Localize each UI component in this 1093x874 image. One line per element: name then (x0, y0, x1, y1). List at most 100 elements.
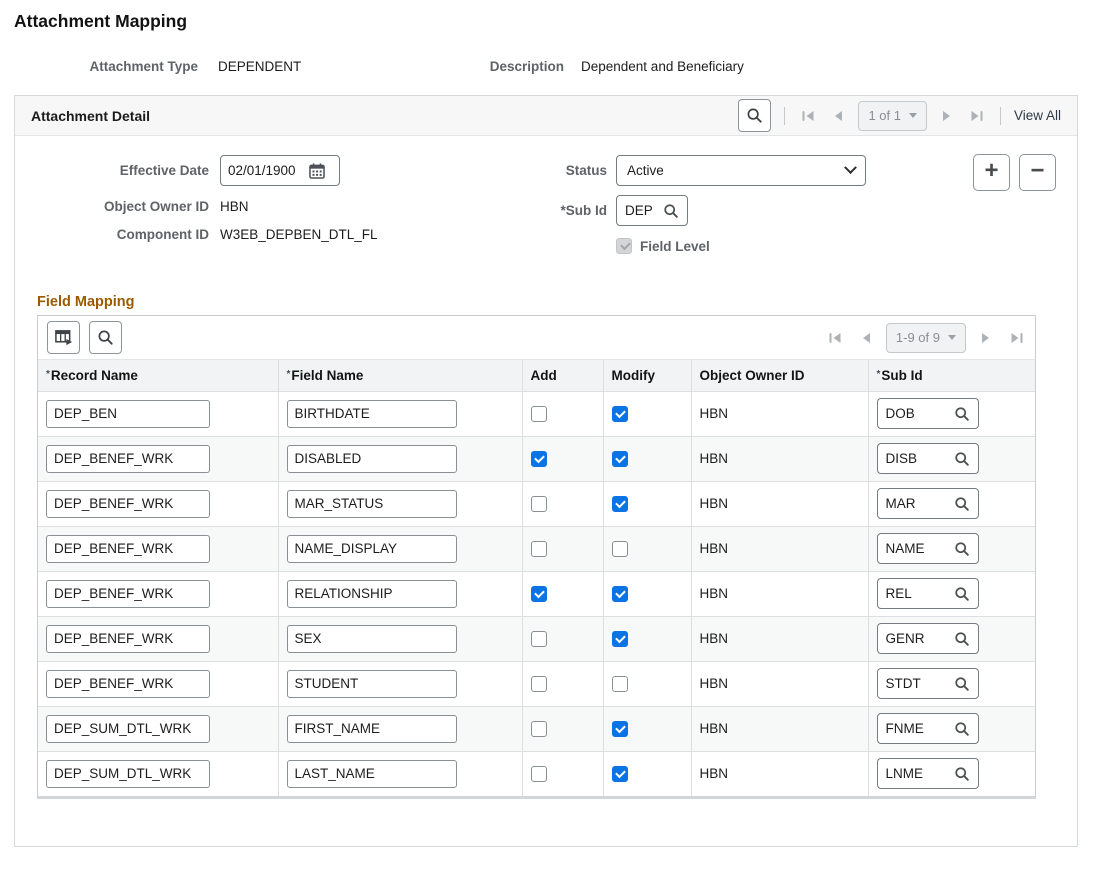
field-name-input[interactable] (286, 399, 457, 428)
table-cell (602, 525, 692, 572)
table-row: HBN REL (38, 570, 1035, 617)
modify-checkbox[interactable] (611, 765, 628, 782)
record-name-input[interactable] (46, 624, 210, 653)
page-selector[interactable]: 1 of 1 (858, 100, 927, 131)
modify-checkbox[interactable] (611, 495, 628, 512)
sub-id-lookup[interactable]: GENR (876, 623, 979, 654)
previous-page-icon[interactable] (828, 106, 848, 126)
sub-id-lookup[interactable]: DISB (876, 443, 979, 474)
delete-row-button[interactable]: − (1019, 154, 1056, 191)
record-name-input[interactable] (46, 489, 210, 518)
search-icon[interactable] (663, 203, 679, 219)
status-select[interactable]: Active (616, 155, 866, 186)
field-name-input[interactable] (286, 759, 457, 788)
sub-id-lookup[interactable]: DOB (876, 398, 979, 429)
field-name-input[interactable] (286, 444, 457, 473)
search-icon[interactable] (954, 451, 970, 467)
personalize-grid-button[interactable] (47, 321, 80, 354)
record-name-input[interactable] (46, 759, 210, 788)
field-name-input[interactable] (286, 624, 457, 653)
first-page-icon[interactable] (826, 328, 846, 348)
modify-checkbox[interactable] (611, 675, 628, 692)
add-checkbox[interactable] (530, 720, 547, 737)
add-checkbox[interactable] (530, 540, 547, 557)
modify-checkbox[interactable] (611, 720, 628, 737)
search-icon[interactable] (954, 406, 970, 422)
modify-checkbox[interactable] (611, 540, 628, 557)
modify-checkbox[interactable] (611, 405, 628, 422)
table-cell (277, 615, 523, 662)
add-checkbox[interactable] (530, 765, 547, 782)
sub-id-lookup[interactable]: MAR (876, 488, 979, 519)
object-owner-value: HBN (699, 406, 729, 421)
add-checkbox[interactable] (530, 585, 547, 602)
table-cell: HBN (690, 390, 869, 437)
grid-page-selector[interactable]: 1-9 of 9 (885, 322, 966, 353)
sub-id-lookup[interactable]: NAME (876, 533, 979, 564)
detail-right-column: Status Active *Sub Id DEP Field Level (543, 155, 866, 254)
add-row-button[interactable]: + (973, 154, 1010, 191)
pager-divider (999, 106, 1001, 125)
add-checkbox[interactable] (530, 450, 547, 467)
sub-id-lookup[interactable]: STDT (876, 668, 979, 699)
record-name-input[interactable] (46, 444, 210, 473)
required-marker: * (876, 368, 881, 380)
effective-date-input[interactable] (228, 163, 308, 178)
modify-checkbox[interactable] (611, 585, 628, 602)
sub-id-lookup[interactable]: DEP (616, 195, 688, 226)
record-name-input[interactable] (46, 399, 210, 428)
record-name-input[interactable] (46, 669, 210, 698)
table-cell (602, 480, 692, 527)
view-all-link[interactable]: View All (1013, 108, 1061, 123)
field-name-input[interactable] (286, 534, 457, 563)
last-page-icon[interactable] (1006, 328, 1026, 348)
col-header-modify: Modify (602, 360, 692, 392)
first-page-icon[interactable] (798, 106, 818, 126)
add-checkbox[interactable] (530, 630, 547, 647)
object-owner-value: HBN (699, 496, 729, 511)
search-icon[interactable] (954, 496, 970, 512)
field-name-input[interactable] (286, 669, 457, 698)
field-level-checkbox (616, 238, 632, 254)
field-name-input[interactable] (286, 489, 457, 518)
table-cell (521, 480, 604, 527)
add-checkbox[interactable] (530, 405, 547, 422)
next-page-icon[interactable] (937, 106, 957, 126)
previous-page-icon[interactable] (856, 328, 876, 348)
field-name-input[interactable] (286, 714, 457, 743)
search-icon[interactable] (954, 631, 970, 647)
object-owner-value: HBN (699, 451, 729, 466)
sub-id-lookup[interactable]: REL (876, 578, 979, 609)
modify-checkbox[interactable] (611, 450, 628, 467)
field-name-input[interactable] (286, 579, 457, 608)
search-icon[interactable] (954, 586, 970, 602)
field-level-label: Field Level (640, 238, 710, 254)
table-cell: HBN (690, 435, 869, 482)
record-name-input[interactable] (46, 534, 210, 563)
table-cell (38, 705, 279, 752)
search-icon[interactable] (954, 721, 970, 737)
pager-divider (784, 106, 786, 125)
next-page-icon[interactable] (976, 328, 996, 348)
add-checkbox[interactable] (530, 495, 547, 512)
sub-id-lookup[interactable]: FNME (876, 713, 979, 744)
table-cell: HBN (690, 705, 869, 752)
record-name-input[interactable] (46, 714, 210, 743)
modify-checkbox[interactable] (611, 630, 628, 647)
table-cell (521, 525, 604, 572)
search-icon[interactable] (954, 766, 970, 782)
search-icon[interactable] (954, 541, 970, 557)
record-name-input[interactable] (46, 579, 210, 608)
add-checkbox[interactable] (530, 675, 547, 692)
table-cell (277, 660, 523, 707)
find-button[interactable] (738, 99, 772, 132)
last-page-icon[interactable] (967, 106, 987, 126)
effective-date-field[interactable] (220, 155, 340, 186)
sub-id-lookup[interactable]: LNME (876, 758, 979, 790)
table-cell: GENR (867, 615, 1035, 662)
required-marker: * (286, 368, 291, 380)
search-icon[interactable] (954, 676, 970, 692)
grid-find-button[interactable] (89, 321, 122, 354)
table-cell: HBN (690, 750, 869, 796)
calendar-icon[interactable] (308, 162, 326, 180)
